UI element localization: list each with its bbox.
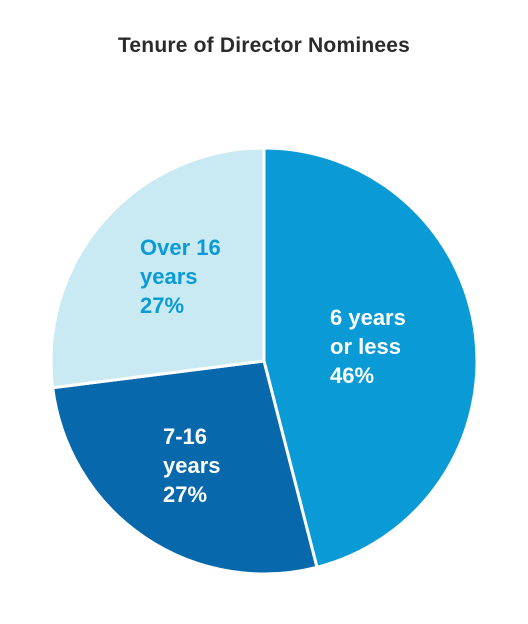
pie-slice-3 <box>49 146 266 390</box>
slice-label-1-line-1: 6 years <box>330 305 406 330</box>
pie-slice-2 <box>51 359 319 576</box>
slice-label-3-line-3: 27% <box>140 293 184 318</box>
pie-slice-1 <box>262 146 479 569</box>
slice-label-2-line-2: years <box>163 453 221 478</box>
slice-label-1-line-3: 46% <box>330 363 374 388</box>
slice-label-2-line-1: 7-16 <box>163 424 207 449</box>
pie-labels: 6 years or less 46% 7-16 years 27% Over 16 year… <box>140 235 406 507</box>
slice-label-2: 7-16 years 27% <box>163 424 221 507</box>
slice-label-3-line-1: Over 16 <box>140 235 221 260</box>
slice-label-3: Over 16 years 27% <box>140 235 221 318</box>
slice-label-1: 6 years or less 46% <box>330 305 406 388</box>
slice-label-3-line-2: years <box>140 264 198 289</box>
slice-label-1-line-2: or less <box>330 334 401 359</box>
pie-slices <box>49 146 479 576</box>
slice-label-2-line-3: 27% <box>163 482 207 507</box>
chart-title: Tenure of Director Nominees <box>117 34 411 57</box>
